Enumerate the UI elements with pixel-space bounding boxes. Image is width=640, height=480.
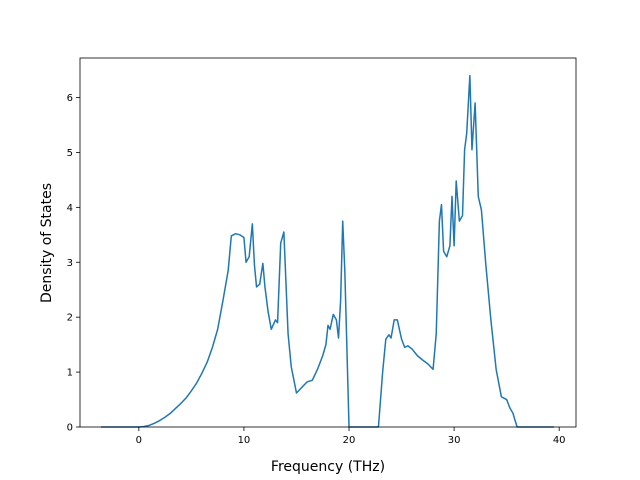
x-tick-label-4: 40: [553, 435, 566, 446]
y-tick-label-4: 4: [67, 203, 73, 214]
y-tick-label-2: 2: [67, 313, 73, 324]
x-tick-label-1: 10: [238, 435, 251, 446]
y-axis-label: Density of States: [39, 183, 55, 303]
x-tick-label-2: 20: [343, 435, 356, 446]
x-tick-label-3: 30: [448, 435, 461, 446]
plot-area: 0 10 20 30 40 0 1 2 3 4 5 6: [67, 57, 577, 446]
x-axis-label: Frequency (THz): [271, 459, 385, 475]
x-tick-label-0: 0: [136, 435, 142, 446]
axes-frame: [79, 57, 577, 428]
y-tick-label-0: 0: [67, 423, 73, 434]
y-tick-label-6: 6: [67, 93, 73, 104]
y-tick-label-5: 5: [67, 148, 73, 159]
y-tick-label-3: 3: [67, 258, 73, 269]
y-tick-label-1: 1: [67, 368, 73, 379]
series-line-0: [101, 74, 554, 428]
